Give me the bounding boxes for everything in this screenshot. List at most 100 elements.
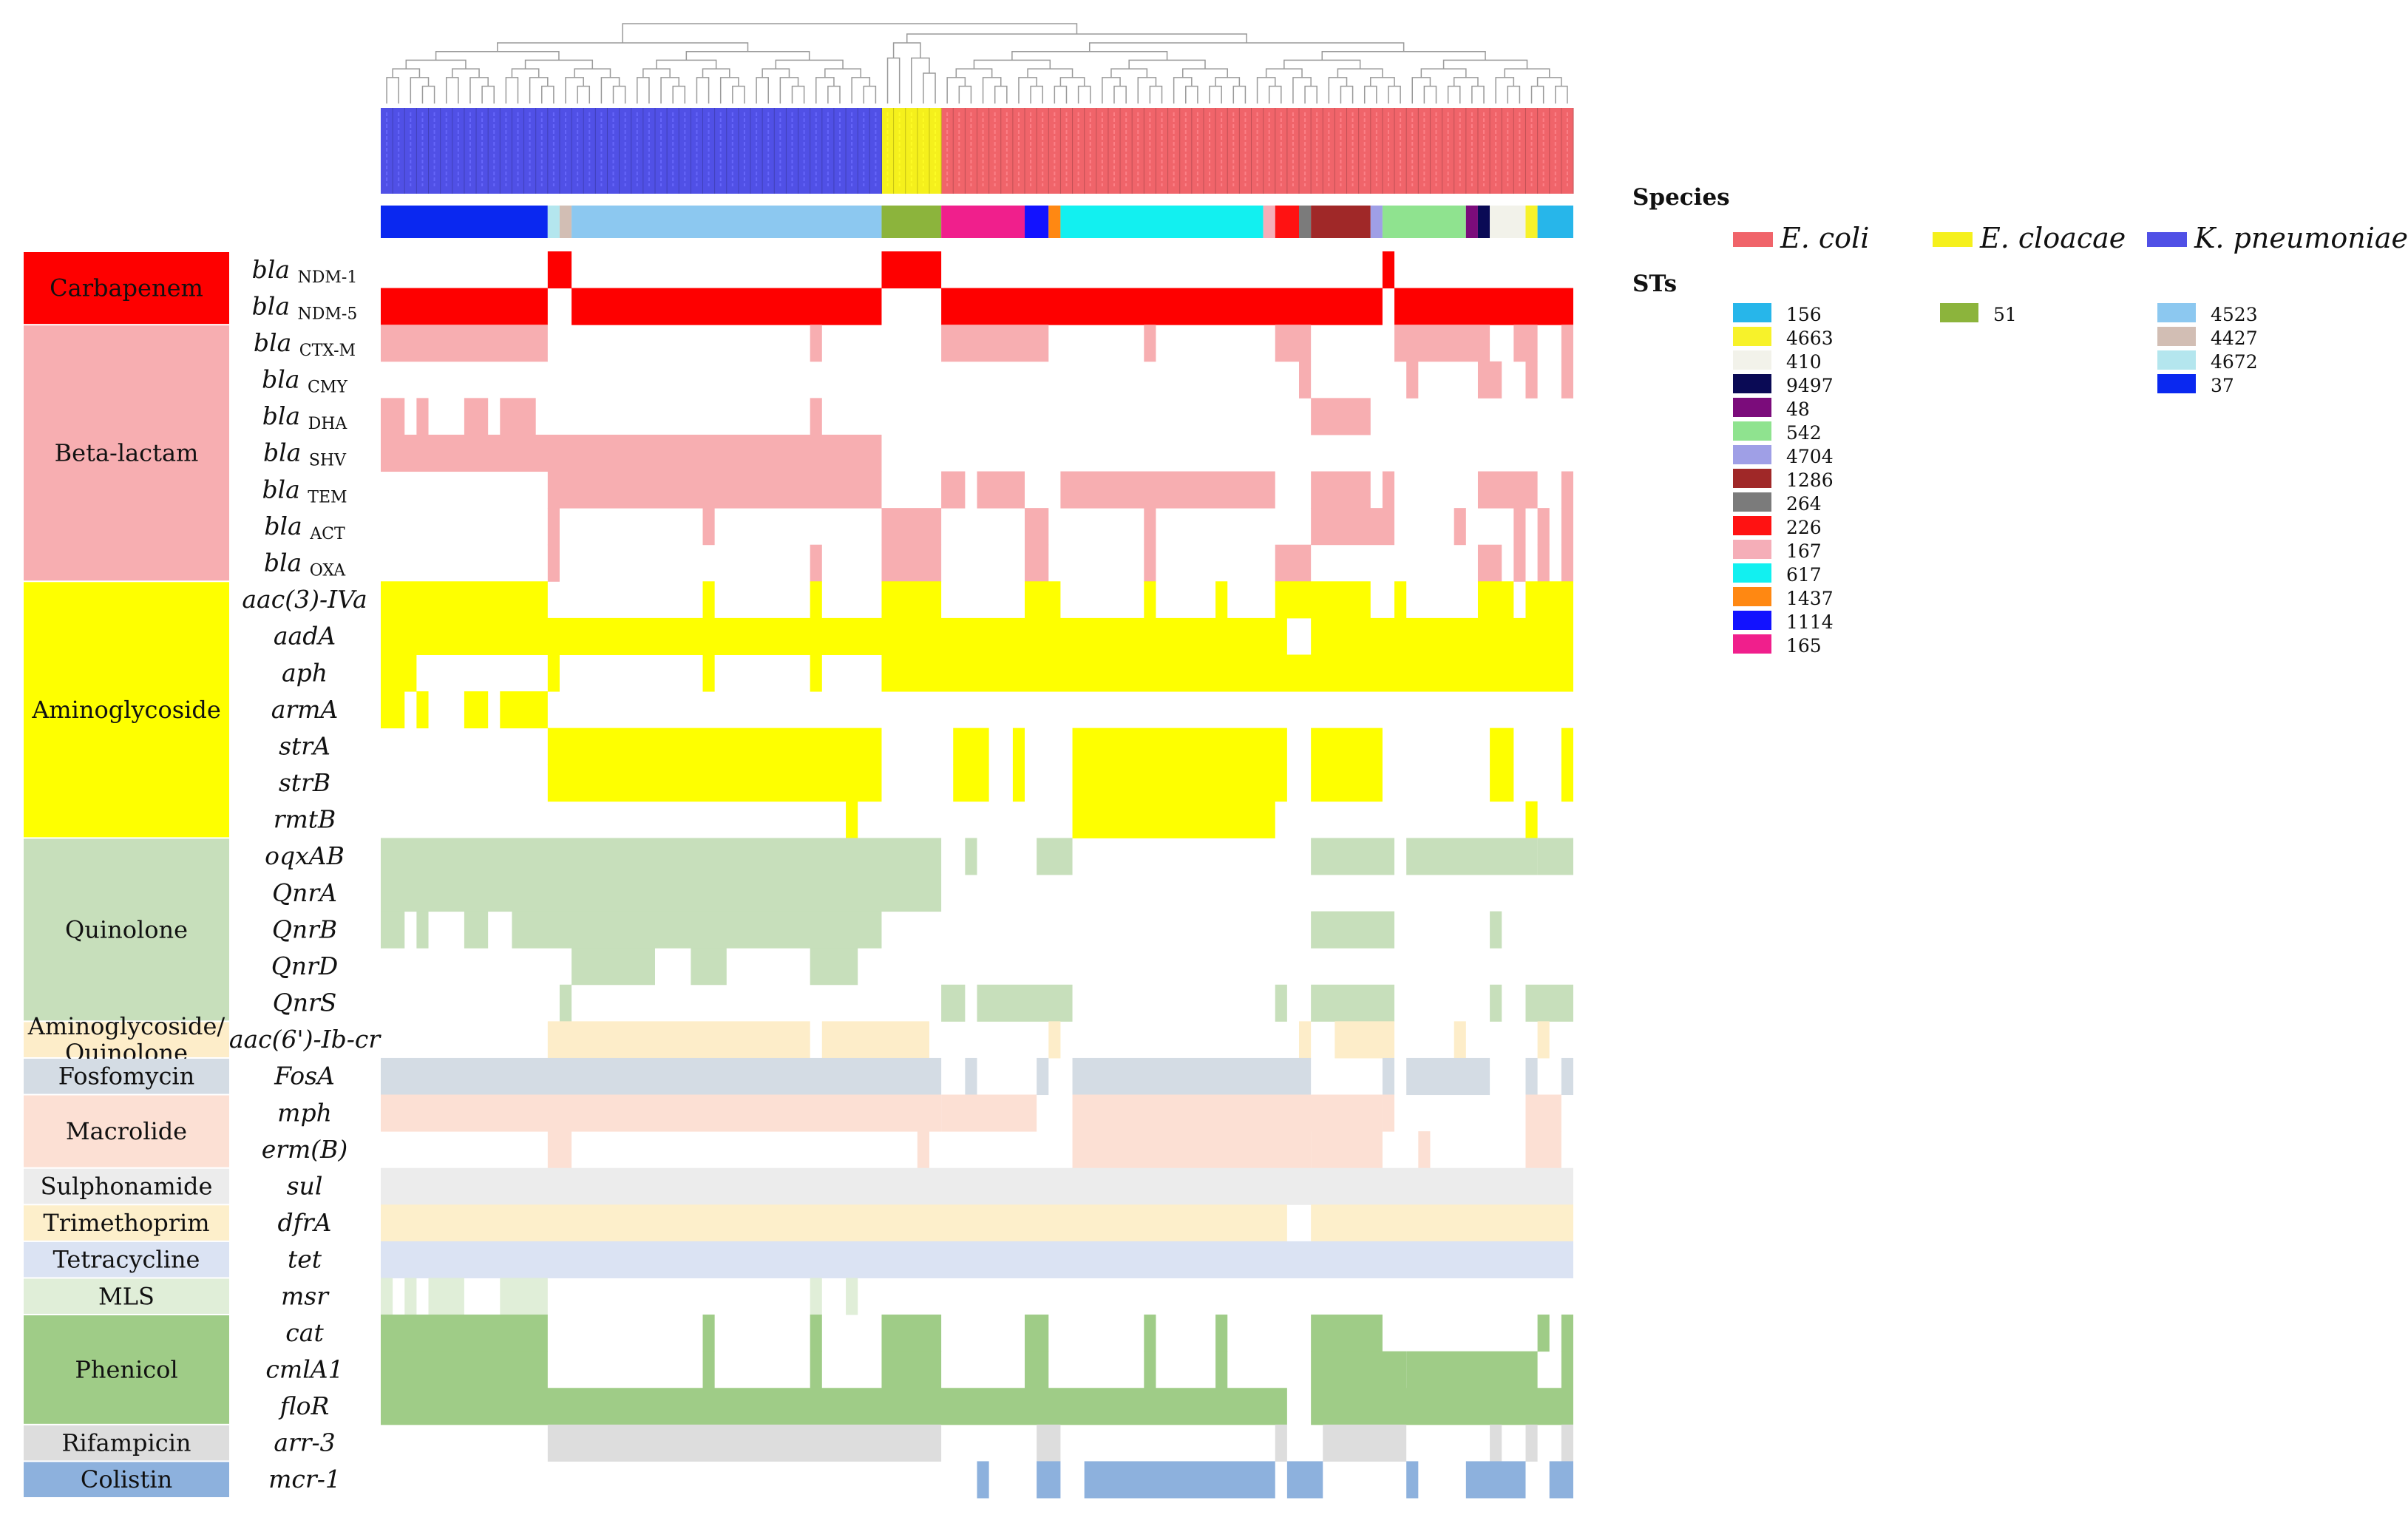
class-label: Rifampicin <box>61 1429 191 1457</box>
st-legend-label: 37 <box>2211 375 2234 396</box>
gene-present-cell <box>1025 1315 1049 1352</box>
st-legend-label: 4663 <box>1786 328 1834 349</box>
gene-present-cell <box>381 398 405 435</box>
tree-branch <box>1530 85 1544 104</box>
gene-present-cell <box>1334 1021 1395 1059</box>
gene-label: aph <box>282 658 328 687</box>
class-label: Fosfomycin <box>58 1062 194 1091</box>
gene-present-cell <box>1561 728 1573 765</box>
st-legend-label: 4672 <box>2211 351 2258 373</box>
tree-branch <box>685 50 810 61</box>
gene-present-cell <box>381 325 548 362</box>
tree-branch <box>1113 85 1127 104</box>
gene-present-cell <box>1382 1094 1395 1132</box>
class-box <box>24 838 229 1021</box>
st-legend-label: 48 <box>1786 399 1810 420</box>
gene-present-cell <box>1072 1057 1312 1096</box>
tree-branch <box>1110 68 1148 78</box>
st-legend-swatch <box>1733 634 1771 654</box>
gene-present-cell <box>381 288 548 325</box>
gene-present-cell <box>1311 398 1371 435</box>
gene-present-cell <box>810 948 858 986</box>
gene-present-cell <box>977 1461 989 1499</box>
gene-label: strB <box>279 768 330 797</box>
class-box <box>24 1462 229 1497</box>
tree-branch <box>851 77 871 104</box>
gene-label: mcr-1 <box>268 1465 341 1493</box>
legend: Species E. coli E. cloacae K. pneumoniae STs… <box>1632 184 2408 657</box>
gene-present-cell <box>1382 1057 1395 1096</box>
tree-branch <box>469 77 489 104</box>
gene-present-cell <box>500 691 548 729</box>
tree-branch <box>1018 77 1037 104</box>
st-legend-swatch <box>2157 303 2196 322</box>
gene-present-cell <box>1382 471 1395 509</box>
gene-present-cell <box>1215 1351 1228 1388</box>
gene-present-cell <box>702 508 715 546</box>
st-legend-swatch <box>1733 563 1771 583</box>
st-segment <box>547 206 560 238</box>
gene-present-cell <box>810 544 822 582</box>
tree-branch <box>779 77 799 104</box>
tree-branch <box>392 68 421 78</box>
gene-present-cell <box>1037 1424 1061 1462</box>
gene-label: aac(3)-IVa <box>242 585 367 614</box>
gene-present-cell <box>1561 764 1573 802</box>
tree-branch <box>1265 68 1303 78</box>
gene-present-cell <box>1454 508 1466 546</box>
gene-label-column: bla NDM-1 bla NDM-5 bla CTX-M bla CMY bla DH… <box>229 255 382 1493</box>
tree-branch <box>863 85 877 104</box>
gene-present-cell <box>977 984 1073 1022</box>
tree-branch <box>1027 68 1074 78</box>
tree-branch <box>696 77 710 104</box>
gene-present-cell <box>1275 544 1312 582</box>
gene-present-cell <box>381 1204 1287 1242</box>
st-legend-swatch <box>1733 421 1771 441</box>
gene-present-cell <box>464 398 489 435</box>
gene-present-cell <box>941 984 966 1022</box>
gene-present-cell <box>416 691 429 729</box>
st-segment <box>1275 206 1300 238</box>
tree-branch <box>824 68 861 78</box>
st-legend-swatch <box>2157 327 2196 346</box>
gene-present-cell <box>1299 361 1312 399</box>
gene-present-cell <box>1311 984 1395 1022</box>
tree-branch <box>1536 77 1562 87</box>
class-label: MLS <box>98 1282 155 1310</box>
gene-label: tet <box>288 1245 322 1274</box>
gene-present-cell <box>810 1351 822 1388</box>
gene-present-cell <box>547 544 560 582</box>
tree-branch <box>541 85 554 104</box>
gene-present-cell <box>1406 838 1538 875</box>
st-legend-title: STs <box>1632 271 1677 297</box>
tree-branch <box>1453 77 1479 87</box>
gene-present-cell <box>881 1351 942 1388</box>
gene-present-cell <box>559 984 572 1022</box>
gene-present-cell <box>547 1131 572 1169</box>
class-label: Beta-lactam <box>55 439 199 467</box>
st-segment <box>1048 206 1061 238</box>
class-box <box>24 1168 229 1204</box>
gene-present-cell <box>500 1278 548 1315</box>
gene-present-cell <box>881 251 942 289</box>
gene-present-cell <box>547 728 882 765</box>
tree-branch <box>1411 77 1431 104</box>
gene-present-cell <box>1311 911 1395 949</box>
gene-present-cell <box>1072 1131 1312 1169</box>
tree-branch <box>1370 77 1395 87</box>
tree-branch <box>642 68 671 78</box>
tree-branch <box>1232 85 1247 104</box>
st-segment <box>572 206 882 238</box>
gene-present-cell <box>810 654 822 692</box>
gene-present-cell <box>381 1278 393 1315</box>
tree-branch <box>732 85 745 104</box>
st-legend-swatch <box>2157 374 2196 393</box>
gene-present-cell <box>1311 1131 1383 1169</box>
st-legend-label: 4523 <box>2211 304 2258 325</box>
st-legend-label: 410 <box>1786 351 1822 373</box>
tree-branch <box>481 85 495 104</box>
gene-present-cell <box>1525 1094 1561 1132</box>
class-box <box>24 252 229 325</box>
tree-branch <box>612 85 626 104</box>
